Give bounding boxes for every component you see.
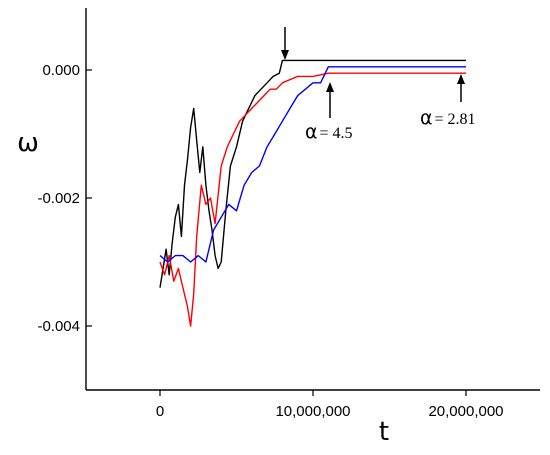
series-line-2 <box>159 66 466 263</box>
ticks-layer: 0 10,000,000 20,000,000 0.000 -0.002 -0.004 <box>37 62 503 420</box>
x-axis-title: t <box>379 417 389 447</box>
y-axis-title: ω <box>17 128 39 158</box>
arrowhead-black-series <box>281 50 289 60</box>
annotation-alpha-4-5-value: = 4.5 <box>320 125 353 142</box>
x-tick-label: 10,000,000 <box>275 403 350 420</box>
x-tick-label: 0 <box>156 403 164 420</box>
annotation-layer: α = 4.5 α = 2.81 <box>281 27 476 143</box>
annotation-alpha-2-81: α = 2.81 <box>420 107 476 129</box>
annotation-alpha-4-5: α = 4.5 <box>305 121 353 143</box>
annotation-alpha-2-81-symbol: α <box>420 107 433 129</box>
arrowhead-alpha-2-81 <box>457 74 465 84</box>
arrowhead-alpha-4-5 <box>326 82 334 92</box>
annotation-alpha-4-5-symbol: α <box>305 121 318 143</box>
series-line-0 <box>159 59 466 288</box>
series-layer <box>159 59 466 327</box>
series-line-1 <box>159 72 466 327</box>
axes-layer <box>85 8 540 391</box>
y-tick-label: 0.000 <box>42 62 80 79</box>
y-tick-label: -0.004 <box>37 318 80 335</box>
x-tick-label: 20,000,000 <box>428 403 503 420</box>
y-tick-label: -0.002 <box>37 190 80 207</box>
annotation-alpha-2-81-value: = 2.81 <box>435 111 476 128</box>
